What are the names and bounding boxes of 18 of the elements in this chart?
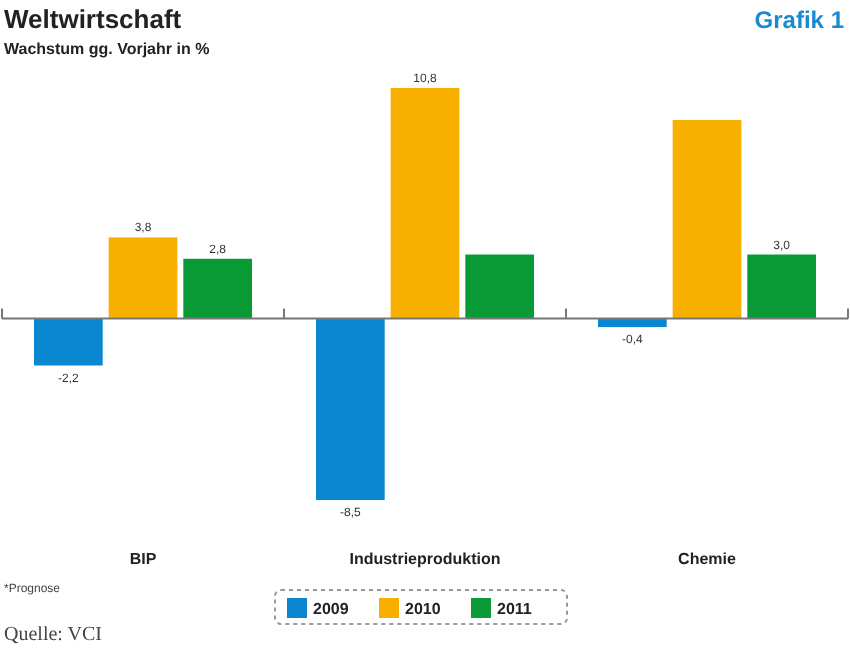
bar	[108, 237, 178, 319]
text: Grafik 1	[754, 6, 845, 34]
legend-label: 2011	[497, 600, 533, 618]
x-tick-label: BIP	[129, 550, 158, 568]
bar	[316, 318, 385, 500]
bar	[672, 120, 742, 319]
bar	[465, 254, 534, 319]
legend-label: 2010	[405, 600, 442, 618]
bar	[747, 254, 816, 319]
bar	[390, 88, 460, 319]
legend-label: 2009	[313, 600, 350, 618]
x-tick-label: Industrieproduktion	[349, 550, 501, 568]
bar	[34, 318, 103, 366]
chart-title: Weltwirtschaft	[4, 4, 183, 34]
chart-subtitle: Wachstum gg. Vorjahr in %	[4, 40, 210, 58]
source-note: Quelle: VCI	[4, 624, 102, 646]
x-tick-label: Chemie	[678, 550, 737, 568]
bar	[183, 258, 252, 319]
